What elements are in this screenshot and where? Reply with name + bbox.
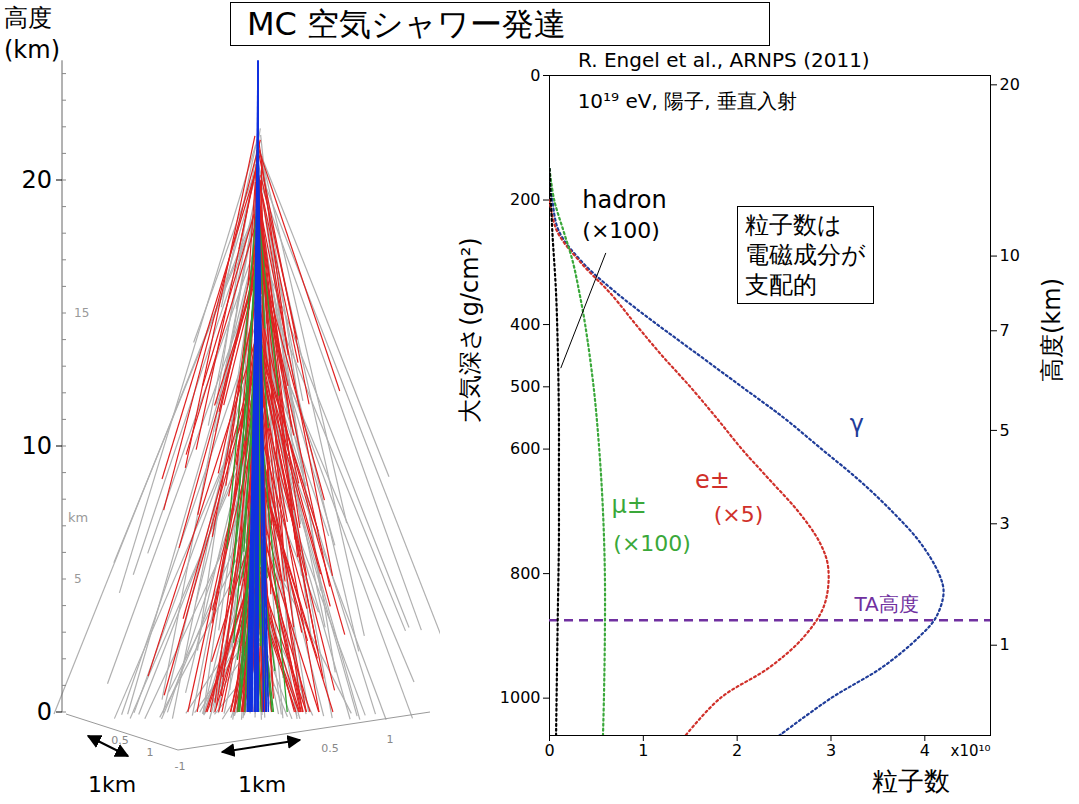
svg-text:5: 5 (74, 572, 82, 586)
svg-text:γ: γ (850, 410, 864, 438)
html-text:R. Engel et al., ARNPS (2011): R. Engel et al., ARNPS (2011) (578, 48, 870, 72)
html-text:MC 空気シャワー発達: MC 空気シャワー発達 (247, 5, 567, 43)
svg-text:400: 400 (510, 315, 541, 334)
svg-text:10: 10 (21, 432, 52, 460)
svg-text:20: 20 (1000, 75, 1020, 94)
svg-text:0: 0 (37, 698, 52, 726)
svg-text:x10¹⁰: x10¹⁰ (951, 742, 991, 760)
svg-text:高度: 高度 (4, 4, 52, 32)
svg-text:7: 7 (1000, 321, 1010, 340)
svg-text:-1: -1 (175, 760, 186, 773)
svg-text:(km): (km) (4, 36, 60, 64)
html-text:高度(km): 高度(km) (1038, 278, 1066, 382)
svg-text:2: 2 (732, 741, 742, 760)
svg-text:1: 1 (387, 733, 394, 746)
svg-text:0: 0 (544, 741, 554, 760)
svg-text:20: 20 (21, 166, 52, 194)
svg-text:4: 4 (920, 741, 930, 760)
svg-text:(×100): (×100) (613, 531, 691, 556)
html-text:粒子数は 電磁成分が 支配的: 粒子数は 電磁成分が 支配的 (745, 211, 866, 299)
svg-text:1km: 1km (88, 772, 136, 797)
svg-text:0: 0 (530, 66, 540, 85)
svg-text:TA高度: TA高度 (853, 592, 918, 616)
svg-text:10: 10 (1000, 246, 1020, 265)
svg-text:e±: e± (695, 466, 730, 494)
svg-text:km: km (68, 510, 88, 525)
svg-text:0.5: 0.5 (111, 734, 129, 747)
svg-text:(×100): (×100) (582, 218, 660, 243)
svg-text:1: 1 (147, 746, 154, 759)
svg-text:500: 500 (510, 377, 541, 396)
html-text:粒子数: 粒子数 (872, 766, 950, 796)
svg-text:3: 3 (826, 741, 836, 760)
svg-text:μ±: μ± (611, 491, 646, 519)
svg-text:5: 5 (1000, 421, 1010, 440)
svg-text:15: 15 (74, 306, 89, 320)
html-text:大気深さ(g/cm²): 大気深さ(g/cm²) (456, 237, 484, 423)
svg-text:1: 1 (638, 741, 648, 760)
svg-text:1: 1 (1000, 635, 1010, 654)
svg-text:3: 3 (1000, 514, 1010, 533)
svg-text:200: 200 (510, 190, 541, 209)
svg-text:hadron: hadron (582, 186, 666, 214)
svg-text:0.5: 0.5 (321, 742, 339, 755)
svg-text:1km: 1km (238, 772, 286, 797)
svg-text:1000: 1000 (500, 688, 541, 707)
svg-text:600: 600 (510, 439, 541, 458)
svg-text:(×5): (×5) (714, 502, 764, 527)
svg-text:800: 800 (510, 564, 541, 583)
svg-text:10¹⁹ eV, 陽子, 垂直入射: 10¹⁹ eV, 陽子, 垂直入射 (578, 89, 797, 113)
